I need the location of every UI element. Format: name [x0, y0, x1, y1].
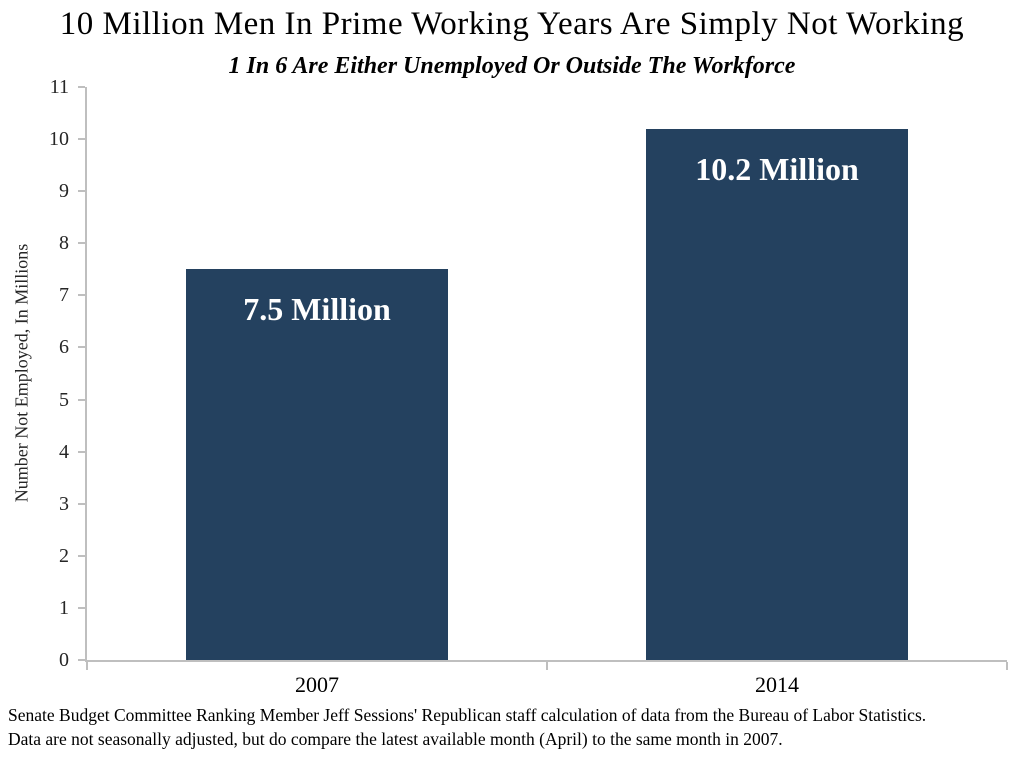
source-note: Senate Budget Committee Ranking Member J… — [8, 703, 1020, 751]
x-category-label: 2007 — [295, 672, 339, 697]
y-tick-mark — [78, 190, 85, 193]
y-tick-label: 5 — [59, 388, 69, 411]
y-tick-label: 3 — [59, 492, 69, 515]
y-tick-mark — [78, 346, 85, 349]
x-category-label: 2014 — [755, 672, 799, 697]
source-note-line1: Senate Budget Committee Ranking Member J… — [8, 705, 927, 725]
source-note-line2: Data are not seasonally adjusted, but do… — [8, 729, 783, 749]
plot-area: 0 1 2 3 4 5 6 7 8 9 10 11 7.5 Million 2007 10.2 Millio… — [49, 76, 1008, 697]
y-tick-label: 8 — [59, 232, 69, 255]
x-tick-mark — [546, 662, 548, 670]
bar-value-label: 10.2 Million — [695, 150, 859, 187]
bar-2014: 10.2 Million — [646, 128, 908, 660]
y-tick-mark — [78, 398, 85, 401]
y-tick-mark — [78, 502, 85, 505]
y-tick-mark — [78, 450, 85, 453]
y-tick-label: 7 — [59, 284, 69, 307]
chart-title: 10 Million Men In Prime Working Years Ar… — [59, 6, 965, 42]
y-tick-label: 1 — [59, 596, 69, 619]
y-tick-label: 4 — [59, 440, 69, 463]
x-tick-mark — [86, 662, 88, 670]
y-tick-mark — [78, 138, 85, 141]
y-tick-label: 11 — [49, 76, 69, 98]
y-tick-label: 10 — [49, 128, 69, 151]
y-tick-label: 2 — [59, 544, 69, 567]
y-tick-mark — [78, 242, 85, 245]
y-tick-mark — [78, 606, 85, 609]
chart-subtitle: 1 In 6 Are Either Unemployed Or Outside … — [228, 53, 796, 79]
y-tick-mark — [78, 86, 85, 88]
y-tick-mark — [78, 554, 85, 557]
y-tick-mark — [78, 294, 85, 297]
x-tick-mark — [1006, 662, 1008, 670]
y-tick-label: 9 — [59, 180, 69, 203]
bar-2007: 7.5 Million — [186, 269, 448, 660]
y-tick-label: 0 — [59, 649, 69, 671]
bar-value-label: 7.5 Million — [243, 291, 391, 328]
y-tick-label: 6 — [59, 336, 69, 359]
y-tick-mark — [78, 659, 85, 661]
